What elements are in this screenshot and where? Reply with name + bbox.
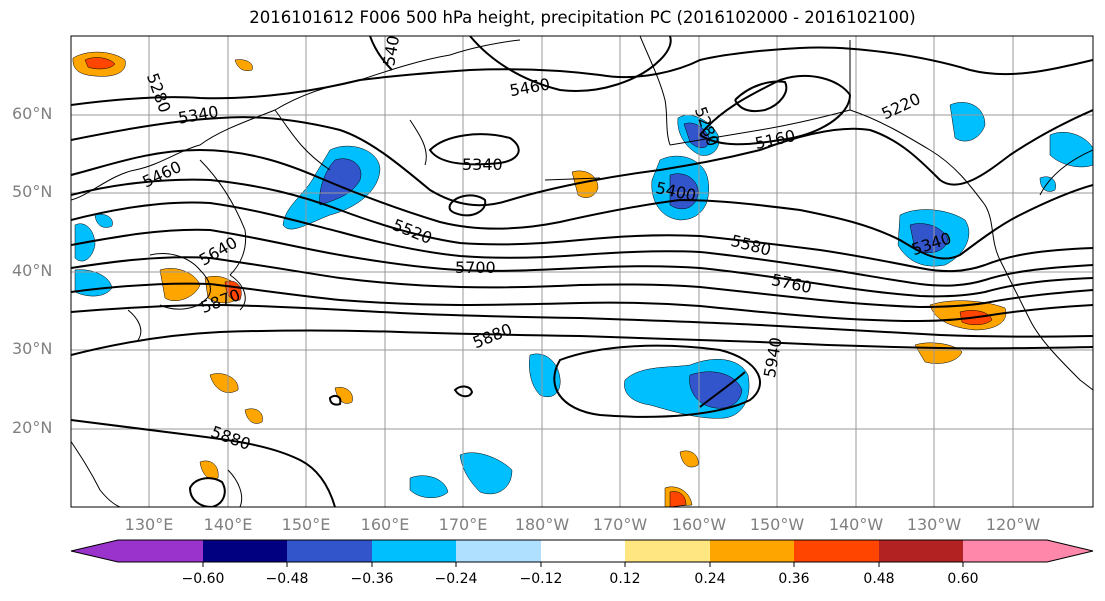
colorbar-min-extension [71, 540, 118, 562]
colorbar-bin [203, 540, 287, 562]
colorbar-bin [879, 540, 963, 562]
lon-label: 160°W [671, 515, 727, 534]
lon-label: 160°E [360, 515, 410, 534]
lon-label: 170°W [592, 515, 648, 534]
contour-label: 5700 [455, 258, 496, 277]
colorbar-bin [372, 540, 456, 562]
colorbar-bin [456, 540, 541, 562]
colorbar-max-extension [1047, 540, 1093, 562]
colorbar-outline [70, 539, 1094, 563]
map-frame [70, 35, 1094, 508]
colorbar-bin [625, 540, 710, 562]
colorbar-tick-label: 0.36 [778, 571, 810, 587]
lat-label: 50°N [12, 182, 53, 201]
graticule [71, 36, 1093, 507]
colorbar-tick-label: 0.48 [863, 571, 895, 587]
colorbar-tick-label: 0.60 [947, 571, 979, 587]
contour-label: 5340 [462, 155, 503, 174]
colorbar-tick-label: 0.24 [694, 571, 726, 587]
lat-label: 30°N [12, 339, 53, 358]
colorbar-bin [794, 540, 879, 562]
lon-label: 120°W [985, 515, 1041, 534]
lon-label: 130°E [124, 515, 174, 534]
precipitation-shading [72, 51, 1093, 507]
lon-label: 170°E [438, 515, 488, 534]
colorbar-bin [118, 540, 203, 562]
colorbar-bin [710, 540, 794, 562]
colorbar-tick-label: 0.12 [609, 571, 641, 587]
lon-label: 130°W [906, 515, 962, 534]
lat-label: 40°N [12, 261, 53, 280]
colorbar-bin [287, 540, 372, 562]
map-plot-area: 5280 5340 5400 5460 5460 5340 5520 5580 … [71, 36, 1093, 507]
colorbar-tick-label: −0.24 [434, 571, 478, 587]
colorbar-tick-label: −0.36 [350, 571, 394, 587]
lon-label: 150°W [749, 515, 805, 534]
lon-label: 150°E [281, 515, 331, 534]
lon-label: 140°E [203, 515, 253, 534]
colorbar [70, 539, 1094, 567]
lon-label: 140°W [828, 515, 884, 534]
colorbar-tick-label: −0.48 [265, 571, 309, 587]
map-title: 2016101612 F006 500 hPa height, precipit… [249, 8, 916, 27]
lon-label: 180°W [514, 515, 570, 534]
colorbar-bin [541, 540, 625, 562]
colorbar-bin [963, 540, 1047, 562]
colorbar-tick-label: −0.12 [519, 571, 563, 587]
height-contours [71, 36, 1093, 507]
colorbar-tick-label: −0.60 [181, 571, 225, 587]
lat-label: 60°N [12, 104, 53, 123]
lat-label: 20°N [12, 418, 53, 437]
